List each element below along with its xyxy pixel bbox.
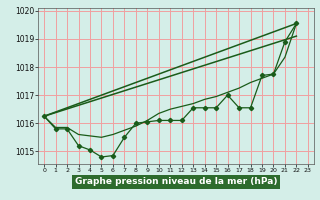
X-axis label: Graphe pression niveau de la mer (hPa): Graphe pression niveau de la mer (hPa): [75, 177, 277, 186]
